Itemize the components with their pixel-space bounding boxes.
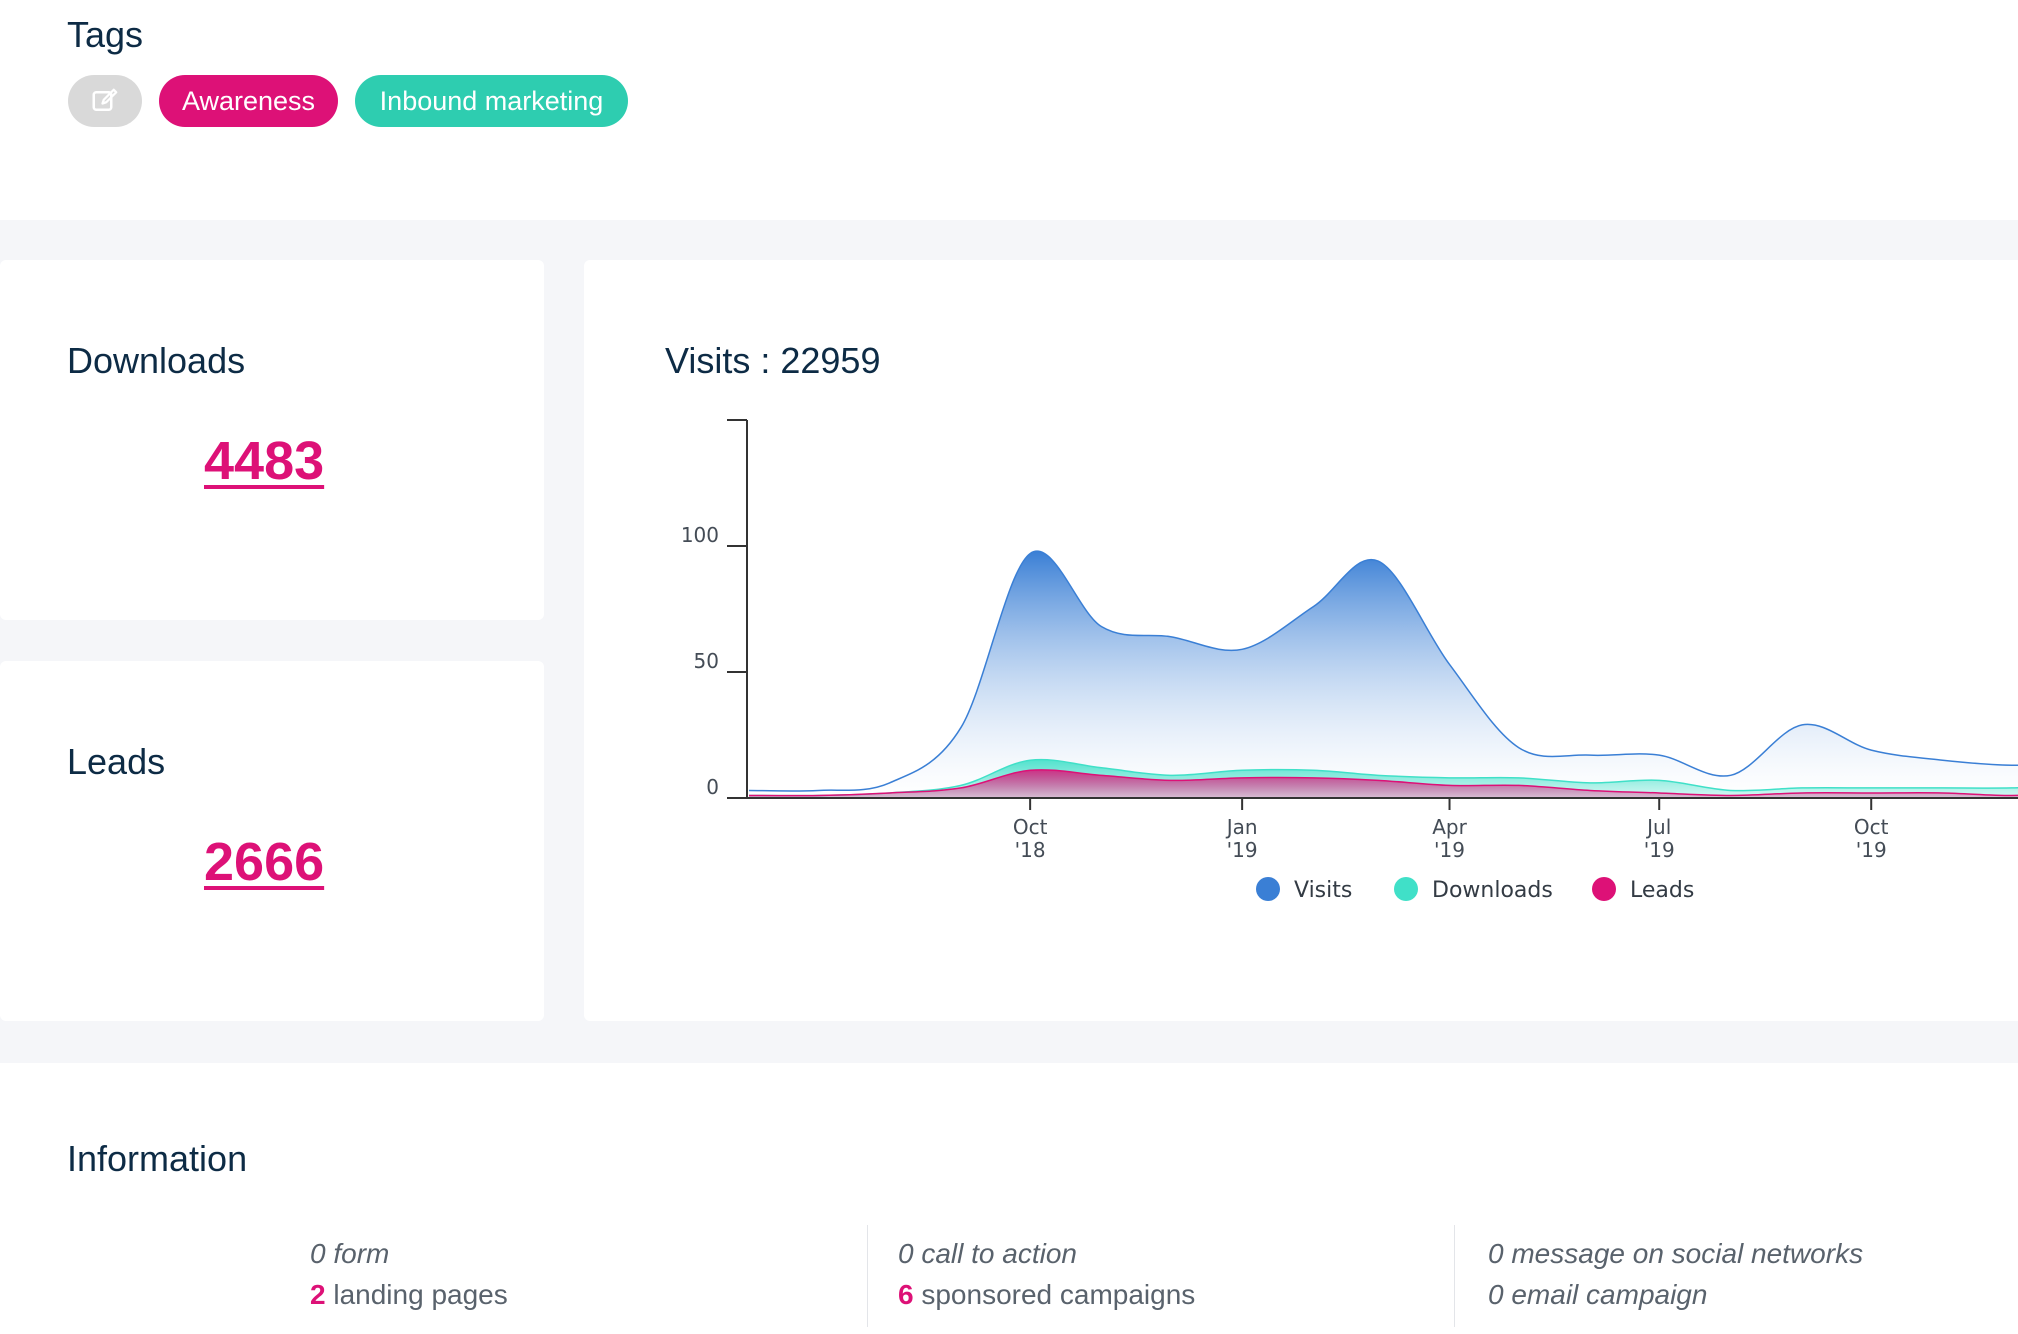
legend-item-downloads: Downloads xyxy=(1394,877,1553,903)
info-sponsored-campaigns: 6 sponsored campaigns xyxy=(898,1279,1195,1311)
sponsored-campaigns-label: sponsored campaigns xyxy=(913,1279,1196,1310)
x-tick-label-month-4: Oct xyxy=(1854,815,1889,839)
landing-pages-count: 2 xyxy=(310,1279,326,1310)
x-tick-label-year-0: '18 xyxy=(1015,838,1046,862)
legend-swatch-visits xyxy=(1256,877,1280,901)
chart-title: Visits : 22959 xyxy=(665,340,881,381)
visits-area xyxy=(749,551,2018,798)
information-title: Information xyxy=(67,1138,248,1179)
leads-value-link[interactable]: 2666 xyxy=(204,832,325,892)
info-column-social: 0 message on social networks 0 email cam… xyxy=(1454,1225,2018,1327)
tags-title: Tags xyxy=(67,14,144,55)
tag-inbound-marketing[interactable]: Inbound marketing xyxy=(355,75,628,127)
x-tick-label-year-2: '19 xyxy=(1434,838,1465,862)
y-tick-label-50: 50 xyxy=(694,649,719,673)
landing-pages-label: landing pages xyxy=(325,1279,508,1310)
info-call-to-action: 0 call to action xyxy=(898,1238,1077,1269)
downloads-value-link[interactable]: 4483 xyxy=(204,431,325,491)
legend-label-leads: Leads xyxy=(1630,878,1694,903)
x-tick-label-month-0: Oct xyxy=(1013,815,1048,839)
downloads-title: Downloads xyxy=(67,340,246,381)
legend-label-visits: Visits xyxy=(1294,878,1352,903)
info-email-campaigns: 0 email campaign xyxy=(1488,1279,1708,1310)
tag-awareness[interactable]: Awareness xyxy=(159,75,338,127)
x-tick-label-year-4: '19 xyxy=(1856,838,1887,862)
info-social-messages: 0 message on social networks xyxy=(1488,1238,1864,1269)
x-tick-label-month-2: Apr xyxy=(1432,815,1467,839)
legend-item-leads: Leads xyxy=(1592,877,1694,903)
leads-title: Leads xyxy=(67,741,166,782)
info-column-forms: 0 form 2 landing pages xyxy=(282,1225,867,1327)
leads-line xyxy=(748,769,2018,797)
downloads-line xyxy=(748,758,2018,797)
visits-chart: 050100Oct'18Jan'19Apr'19Jul'19Oct'19Jan'… xyxy=(681,419,2018,903)
info-forms: 0 form xyxy=(310,1238,390,1269)
legend-swatch-leads xyxy=(1592,877,1616,901)
y-tick-label-100: 100 xyxy=(681,523,719,547)
legend-label-downloads: Downloads xyxy=(1432,878,1553,903)
downloads-card: Downloads 4483 xyxy=(0,260,544,620)
x-tick-label-month-1: Jan xyxy=(1225,815,1258,839)
x-tick-label-year-3: '19 xyxy=(1644,838,1675,862)
x-tick-label-year-1: '19 xyxy=(1227,838,1258,862)
sponsored-campaigns-count: 6 xyxy=(898,1279,914,1310)
visits-line xyxy=(748,550,2018,792)
info-column-cta: 0 call to action 6 sponsored campaigns xyxy=(867,1225,1453,1327)
visits-chart-card: Visits : 22959 0 50 100 Oct '18 Jan '19 Apr '19 J… xyxy=(584,260,2018,1021)
y-tick-label-0: 0 xyxy=(706,775,719,799)
leads-card: Leads 2666 xyxy=(0,661,544,1021)
x-tick-label-month-3: Jul xyxy=(1645,815,1671,839)
pencil-square-icon xyxy=(92,88,118,111)
legend-swatch-downloads xyxy=(1394,877,1418,901)
legend-item-visits: Visits xyxy=(1256,877,1352,903)
leads-area xyxy=(749,769,2018,798)
edit-tags-button[interactable] xyxy=(68,75,142,127)
info-landing-pages: 2 landing pages xyxy=(310,1279,508,1311)
